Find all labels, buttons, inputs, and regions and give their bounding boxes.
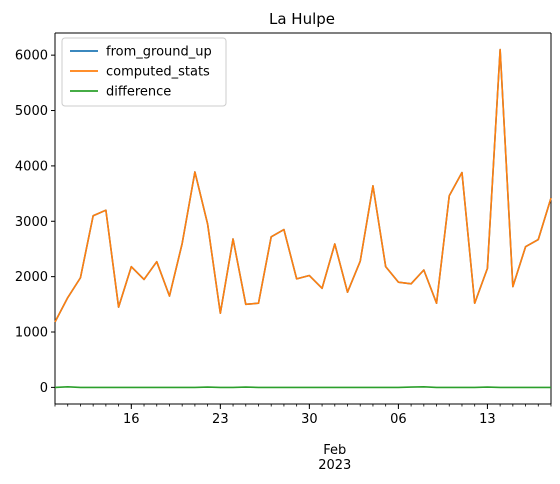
y-tick-label: 6000 xyxy=(15,49,48,64)
x-year-label: 2023 xyxy=(318,458,351,473)
y-tick-label: 3000 xyxy=(15,215,48,230)
legend: from_ground_up computed_stats difference xyxy=(61,37,227,107)
y-tick-label: 4000 xyxy=(15,159,48,174)
x-tick-label: 13 xyxy=(479,412,496,427)
y-tick-label: 1000 xyxy=(15,326,48,341)
series-group xyxy=(54,48,552,389)
legend-label: difference xyxy=(106,85,171,100)
series-line-computed-stats xyxy=(54,48,552,323)
y-tick-label: 0 xyxy=(40,381,48,396)
x-tick-label: 30 xyxy=(301,412,318,427)
legend-label: from_ground_up xyxy=(106,45,212,60)
series-line-difference xyxy=(54,386,551,389)
y-axis: 0 1000 2000 3000 4000 5000 6000 xyxy=(15,32,552,404)
x-tick-label: 23 xyxy=(212,412,229,427)
legend-label: computed_stats xyxy=(106,65,210,80)
chart-title: La Hulpe xyxy=(269,10,335,28)
x-month-label: Feb xyxy=(323,443,346,458)
x-tick-label: 06 xyxy=(390,412,407,427)
y-tick-label: 2000 xyxy=(15,270,48,285)
legend-box xyxy=(61,37,227,107)
x-tick-label: 16 xyxy=(123,412,140,427)
y-tick-label: 5000 xyxy=(15,104,48,119)
